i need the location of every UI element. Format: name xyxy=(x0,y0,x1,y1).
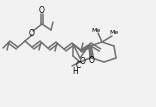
Text: O: O xyxy=(39,5,45,15)
Text: Me: Me xyxy=(91,27,101,33)
Text: C: C xyxy=(75,60,81,70)
Text: O: O xyxy=(29,28,35,37)
Text: O: O xyxy=(89,56,95,65)
Text: H: H xyxy=(72,68,78,77)
Text: Me: Me xyxy=(109,30,119,36)
Text: O: O xyxy=(80,56,86,65)
